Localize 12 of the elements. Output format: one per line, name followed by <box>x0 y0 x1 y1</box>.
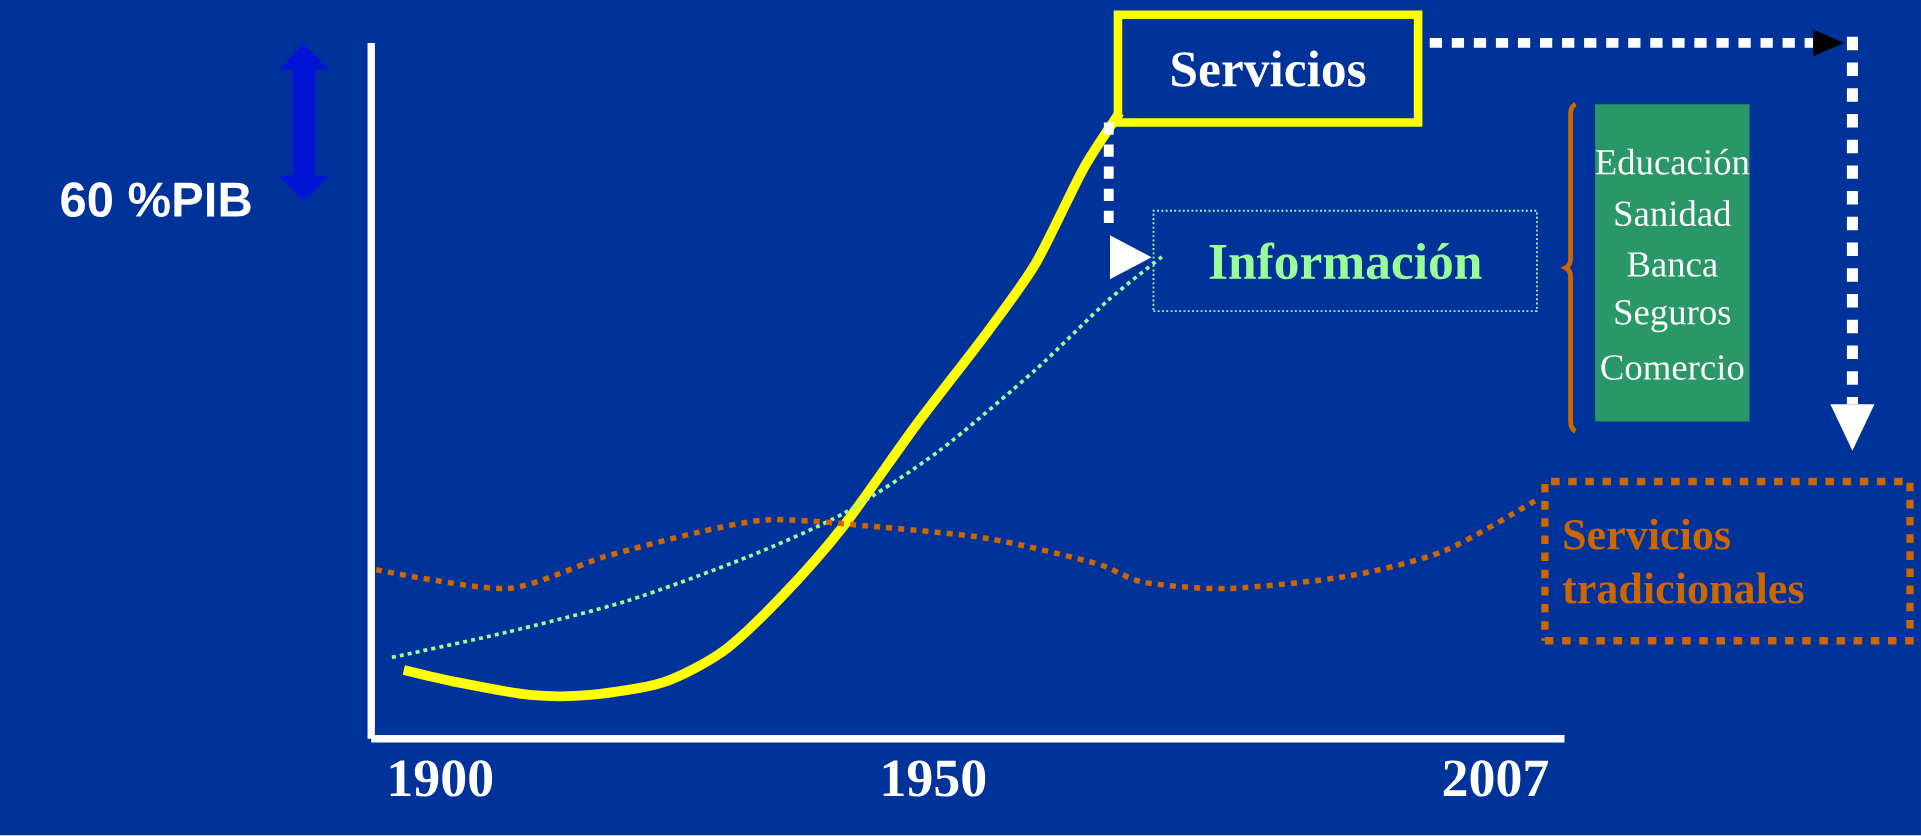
text: Educación <box>1595 148 1750 175</box>
text: Banca <box>1627 252 1718 278</box>
text: Sanidad <box>1615 200 1732 227</box>
x-tick-label: 1950 <box>883 760 986 797</box>
x-tick-label: 2007 <box>1443 760 1549 797</box>
series-label: Servicios tradicionales <box>1562 518 1804 604</box>
y-axis-title: 60 %PIB <box>61 182 251 218</box>
text: Seguros <box>1615 300 1731 333</box>
x-tick-label: 1900 <box>390 760 493 797</box>
series-label: Información <box>1209 242 1482 280</box>
series-label: Servicios <box>1172 50 1366 87</box>
text: Comercio <box>1601 355 1744 381</box>
